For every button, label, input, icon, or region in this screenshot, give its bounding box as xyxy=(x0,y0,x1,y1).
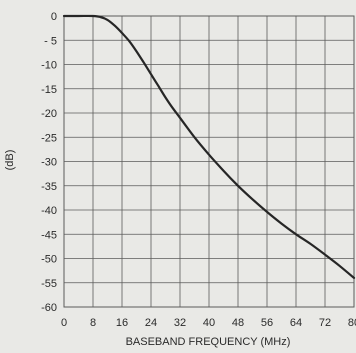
y-tick-label: - 5 xyxy=(44,35,57,47)
y-tick-label: -15 xyxy=(41,84,57,96)
x-axis-label: BASEBAND FREQUENCY (MHz) xyxy=(126,336,291,348)
x-tick-label: 48 xyxy=(232,317,244,329)
y-tick-labels: 0 - 5 -10 -15 -20 -25 -30 -35 -40 -45 -50 -55 -60 xyxy=(41,11,57,314)
y-tick-label: -10 xyxy=(41,60,57,72)
y-tick-label: -45 xyxy=(41,229,57,241)
x-tick-label: 64 xyxy=(290,317,302,329)
x-tick-label: 0 xyxy=(61,317,67,329)
grid xyxy=(63,15,355,308)
x-tick-label: 56 xyxy=(261,317,273,329)
y-tick-label: -60 xyxy=(41,302,57,314)
x-tick-label: 8 xyxy=(90,317,96,329)
y-tick-label: 0 xyxy=(51,11,57,23)
x-tick-labels: 0 8 16 24 32 40 48 56 64 72 80 xyxy=(61,317,356,329)
plot-border xyxy=(63,15,355,308)
y-tick-label: -30 xyxy=(41,157,57,169)
x-tick-label: 40 xyxy=(203,317,215,329)
x-tick-label: 80 xyxy=(348,317,356,329)
y-tick-label: -55 xyxy=(41,278,57,290)
x-tick-label: 32 xyxy=(174,317,186,329)
y-tick-label: -40 xyxy=(41,205,57,217)
x-tick-label: 24 xyxy=(145,317,157,329)
y-tick-label: -50 xyxy=(41,254,57,266)
y-axis-label: (dB) xyxy=(4,150,16,171)
series-layer xyxy=(62,14,356,279)
y-tick-label: -20 xyxy=(41,108,57,120)
plot-frame xyxy=(63,15,355,308)
series-line xyxy=(62,14,356,279)
y-tick-label: -25 xyxy=(41,132,57,144)
x-tick-label: 16 xyxy=(116,317,128,329)
x-tick-label: 72 xyxy=(319,317,331,329)
y-tick-label: -35 xyxy=(41,181,57,193)
